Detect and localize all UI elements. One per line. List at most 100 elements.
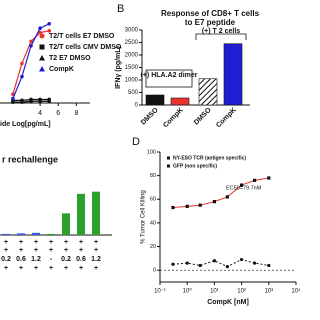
x-tick-label: 6 bbox=[56, 110, 60, 117]
row-label: + bbox=[19, 239, 23, 246]
chart-title: r rechallenge bbox=[2, 154, 58, 164]
data-point bbox=[171, 262, 175, 266]
row-label: + bbox=[49, 265, 53, 272]
row-label: + bbox=[94, 239, 98, 246]
data-point bbox=[252, 178, 257, 182]
y-axis-label: % Tumor Cell Killing bbox=[141, 190, 147, 244]
data-point bbox=[47, 99, 51, 104]
data-point bbox=[47, 22, 51, 26]
y-tick-label: 0 bbox=[135, 103, 139, 109]
row-label: + bbox=[94, 247, 98, 254]
bar bbox=[170, 97, 190, 106]
row-label: + bbox=[79, 239, 83, 246]
y-tick-label: 20 bbox=[150, 244, 156, 250]
row-label: + bbox=[19, 247, 23, 254]
data-point bbox=[212, 259, 216, 263]
row-label: + bbox=[4, 265, 8, 272]
x-tick-label: 1.2 bbox=[91, 256, 101, 263]
y-tick-label: 2000 bbox=[125, 53, 139, 59]
bar bbox=[62, 213, 70, 235]
row-label: + bbox=[79, 247, 83, 254]
row-label: + bbox=[49, 247, 53, 254]
x-tick-label: 4 bbox=[38, 110, 42, 117]
x-tick-label: 0.2 bbox=[1, 256, 11, 263]
data-point bbox=[225, 265, 229, 269]
data-point bbox=[11, 96, 15, 101]
y-tick-label: 0 bbox=[153, 268, 156, 274]
x-tick-label: 10¹ bbox=[210, 289, 219, 295]
row-label: + bbox=[34, 247, 38, 254]
row-label: + bbox=[94, 265, 98, 272]
data-point bbox=[240, 183, 244, 187]
row-label: + bbox=[64, 239, 68, 246]
row-label: + bbox=[4, 247, 8, 254]
row-label: + bbox=[34, 239, 38, 246]
x-tick-label: - bbox=[50, 256, 53, 263]
bar bbox=[145, 94, 165, 106]
y-axis-label: IFNγ (pg/mL) bbox=[115, 46, 122, 89]
y-tick-label: 1000 bbox=[125, 78, 139, 84]
panel-label: D bbox=[132, 136, 140, 148]
y-tick-label: 100 bbox=[147, 149, 156, 155]
legend-label: CompK bbox=[49, 66, 74, 73]
data-point bbox=[38, 26, 42, 31]
x-tick-label: 10⁰ bbox=[183, 288, 193, 295]
legend-marker bbox=[167, 156, 170, 160]
x-tick-label: 10³ bbox=[264, 289, 273, 295]
bar bbox=[32, 232, 40, 235]
bar bbox=[47, 233, 55, 235]
x-axis-label: ide Log[pg/mL] bbox=[0, 121, 51, 128]
annotation: (+) T 2 cells bbox=[202, 28, 240, 35]
data-point bbox=[198, 203, 202, 207]
data-point bbox=[29, 99, 33, 104]
series-line bbox=[172, 259, 269, 268]
data-point bbox=[225, 195, 229, 199]
bar bbox=[198, 78, 218, 106]
data-point bbox=[212, 200, 216, 204]
data-point bbox=[185, 204, 189, 208]
x-tick-label: 0.2 bbox=[61, 256, 71, 263]
row-label: + bbox=[79, 265, 83, 272]
data-point bbox=[171, 205, 175, 210]
data-point bbox=[29, 44, 33, 48]
legend-label: T2/T cells CMV DMSO bbox=[49, 44, 122, 51]
chart-title: Response of CD8+ T cells to E7 peptide bbox=[161, 9, 260, 27]
x-tick-label: 8 bbox=[74, 110, 78, 117]
row-label: + bbox=[4, 239, 8, 246]
x-tick-label: 0.6 bbox=[16, 256, 26, 263]
annotation-bracket bbox=[195, 33, 247, 40]
row-label: + bbox=[64, 247, 68, 254]
bar bbox=[17, 233, 25, 235]
y-tick-label: 500 bbox=[128, 90, 139, 96]
data-point bbox=[267, 176, 271, 180]
data-point bbox=[20, 61, 24, 66]
y-tick-label: 60 bbox=[150, 197, 156, 203]
data-point bbox=[47, 29, 51, 33]
data-point bbox=[29, 39, 33, 44]
data-point bbox=[20, 74, 24, 79]
x-axis-label: CompK [nM] bbox=[207, 299, 249, 306]
legend-label: T2/T cells E7 DMSO bbox=[49, 33, 115, 40]
annotation: EC50=79.7nM bbox=[226, 185, 262, 191]
y-tick-label: 80 bbox=[150, 173, 156, 179]
data-point bbox=[38, 30, 42, 35]
bar bbox=[92, 191, 100, 235]
legend-label: T2 E7 DMSO bbox=[49, 55, 91, 62]
legend-label: NY-ESO TCR (antigen specific) bbox=[173, 155, 246, 161]
x-tick-label: 10⁻¹ bbox=[154, 289, 166, 295]
annotation-box bbox=[145, 69, 193, 88]
y-tick-label: 2500 bbox=[125, 40, 139, 46]
y-tick-label: 40 bbox=[150, 220, 156, 226]
x-tick-label: 10⁴ bbox=[291, 288, 301, 295]
legend-marker bbox=[39, 55, 45, 61]
x-tick-label: 10² bbox=[237, 289, 246, 295]
data-point bbox=[20, 100, 24, 104]
data-point bbox=[38, 99, 42, 104]
data-point bbox=[11, 100, 15, 104]
legend-label: GFP (non specific) bbox=[173, 163, 217, 169]
y-tick-label: 1500 bbox=[125, 65, 139, 71]
legend-marker bbox=[167, 164, 170, 168]
panel-label: B bbox=[117, 3, 124, 15]
row-label: + bbox=[49, 239, 53, 246]
